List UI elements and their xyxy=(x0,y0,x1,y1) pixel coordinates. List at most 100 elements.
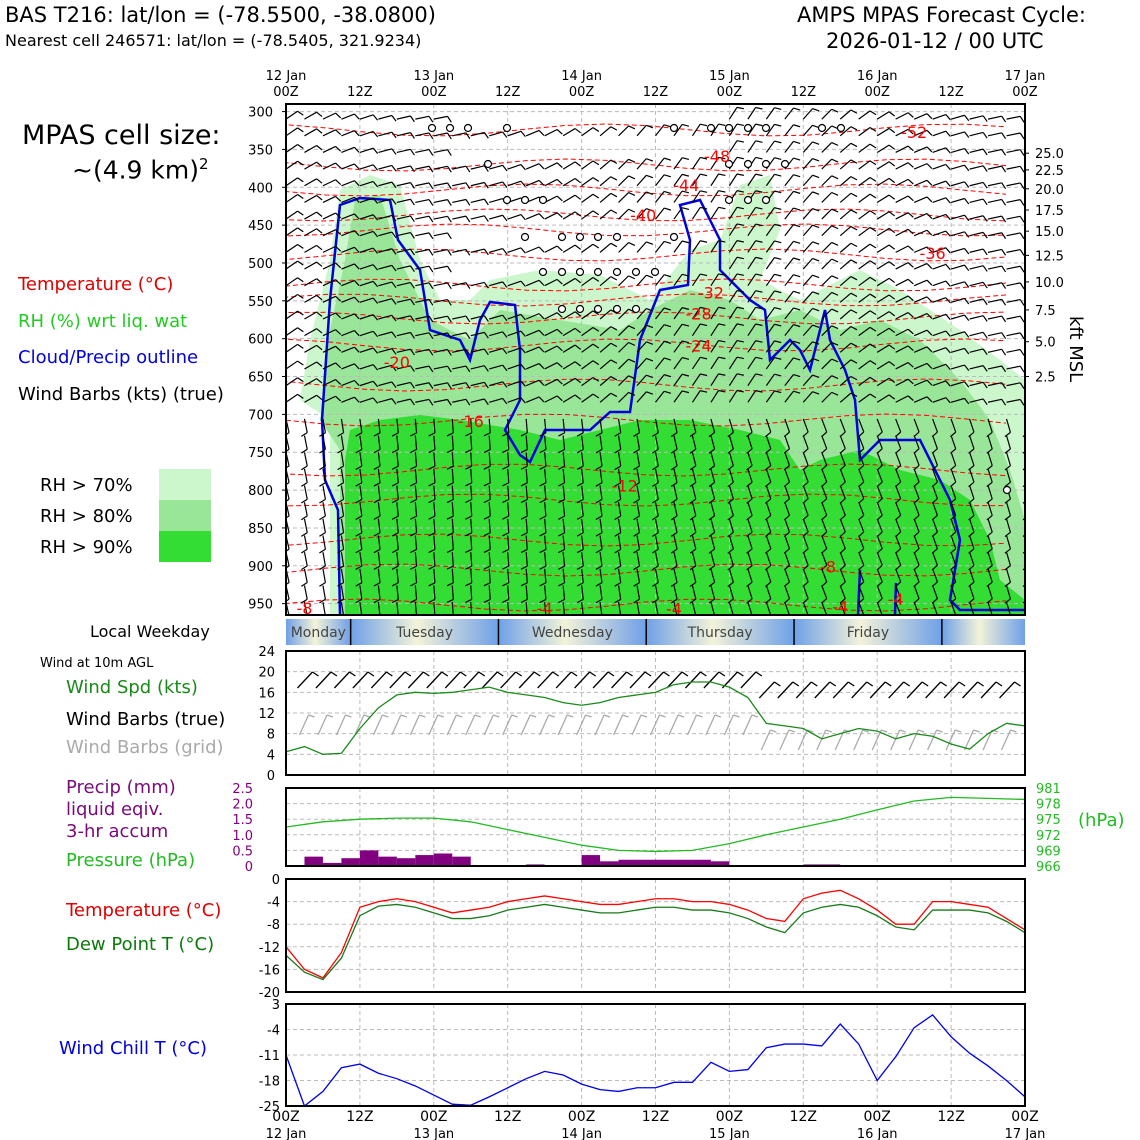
wind-barb-flag xyxy=(633,565,640,571)
wind-barb xyxy=(876,127,890,137)
wind-barb xyxy=(470,568,473,583)
wind-barb-flag xyxy=(558,465,565,470)
wind-barb-flag xyxy=(391,465,399,470)
wind-barb-flag xyxy=(793,157,801,161)
wind-barb-flag xyxy=(850,109,858,114)
wind-barb xyxy=(950,131,965,137)
wind-barb xyxy=(876,551,883,566)
wind-barb xyxy=(858,468,865,483)
wind-barb xyxy=(821,225,833,237)
wind-barb-flag xyxy=(1019,399,1025,406)
temperature-contour xyxy=(286,208,1007,222)
wind-barb xyxy=(304,261,317,270)
wind-barb-flag xyxy=(428,482,436,487)
wind-barb xyxy=(655,274,665,287)
wind-barb-flag xyxy=(574,244,582,250)
wind-barb-flag xyxy=(945,297,951,304)
wind-barb-flag xyxy=(1019,232,1025,240)
wind-barb-grid xyxy=(982,729,993,751)
wind-barb-flag xyxy=(558,582,565,587)
wind-barb-flag xyxy=(774,123,782,127)
wind-speed-tick-label: 20 xyxy=(258,666,275,681)
wind-barb xyxy=(932,163,947,170)
wind-barb xyxy=(433,585,436,600)
wind-barb-flag xyxy=(926,296,933,303)
bottom-time-tick-hour: 00Z xyxy=(420,1109,447,1125)
wind-barb-flag xyxy=(652,582,659,587)
wind-barb-flag xyxy=(646,274,654,279)
wind-barb xyxy=(765,357,775,370)
wind-barb-flag xyxy=(319,548,326,554)
wind-barb xyxy=(802,291,813,303)
wind-barb-flag xyxy=(736,323,744,326)
wind-barb-flag xyxy=(391,281,397,289)
wind-barb-flag xyxy=(539,532,547,537)
wind-barb-flag xyxy=(652,448,659,454)
cell-size-value: ~(4.9 km)2 xyxy=(72,155,209,184)
calm-wind-circle xyxy=(538,195,548,205)
wind-barb-grid xyxy=(335,714,347,736)
wind-barb xyxy=(895,312,909,320)
wind-barb xyxy=(581,452,584,467)
wind-barb xyxy=(765,240,775,253)
wind-barb xyxy=(470,248,485,253)
wind-barb-flag xyxy=(652,482,659,487)
wind-barb xyxy=(1005,535,1012,550)
wind-barb-flag xyxy=(319,482,326,487)
wind-barb xyxy=(618,342,629,353)
wind-barb xyxy=(599,552,603,567)
wind-barb xyxy=(932,247,947,253)
wind-barb xyxy=(784,290,794,303)
wind-barb-flag xyxy=(410,432,417,437)
wind-barb-flag xyxy=(335,179,342,185)
wind-barb-flag xyxy=(1019,249,1025,256)
wind-barb xyxy=(636,485,641,500)
temp-tick-label: -16 xyxy=(259,963,280,978)
wind-barb xyxy=(784,257,794,270)
wind-barb xyxy=(839,142,852,153)
wind-barb-flag xyxy=(335,112,342,119)
wind-barb-flag xyxy=(888,344,896,350)
wind-barb xyxy=(655,157,665,170)
wind-barb-flag xyxy=(1001,149,1007,156)
wind-barb xyxy=(654,585,659,600)
wind-barb xyxy=(378,314,393,320)
wind-barb xyxy=(581,193,594,203)
wind-barb-flag xyxy=(1019,332,1025,340)
wind-barb xyxy=(821,418,828,433)
pressure-tick-label: 981 xyxy=(1036,782,1061,797)
wind-barb xyxy=(414,585,418,600)
wind-barb-flag xyxy=(628,208,636,213)
wind-barb xyxy=(654,418,659,433)
wind-barb-flag xyxy=(354,146,360,153)
wind-barb xyxy=(562,602,566,615)
wind-barb xyxy=(784,535,791,549)
wind-barb-flag xyxy=(592,127,600,132)
wind-barb xyxy=(710,356,720,370)
wind-barb xyxy=(691,373,701,386)
wind-barb xyxy=(581,393,594,403)
wind-barb xyxy=(802,452,809,466)
wind-barb-flag xyxy=(1004,448,1011,454)
wind-barb-true xyxy=(463,671,480,689)
windchill-tick-label: -25 xyxy=(259,1100,280,1115)
wind-barb-true-flag xyxy=(570,671,578,677)
wind-barb-grid xyxy=(668,714,679,736)
wind-barb-flag xyxy=(907,145,914,152)
wind-barb xyxy=(489,131,503,137)
wind-barb-flag xyxy=(373,532,381,537)
wind-barb xyxy=(1005,518,1012,533)
wind-barb-flag xyxy=(907,345,914,351)
wind-barb-flag xyxy=(391,298,397,305)
wind-barb-flag xyxy=(689,531,697,537)
wind-barb xyxy=(415,198,430,204)
wind-barb-flag xyxy=(945,180,951,187)
wind-barb-grid xyxy=(612,714,624,736)
wind-barb xyxy=(304,144,317,153)
wind-barb xyxy=(747,418,753,433)
wind-barb-flag xyxy=(689,481,697,488)
wind-barb xyxy=(415,132,430,137)
wind-barb xyxy=(969,585,975,599)
bottom-time-tick-hour: 00Z xyxy=(716,1109,743,1125)
wind-barb-flag xyxy=(982,115,988,122)
